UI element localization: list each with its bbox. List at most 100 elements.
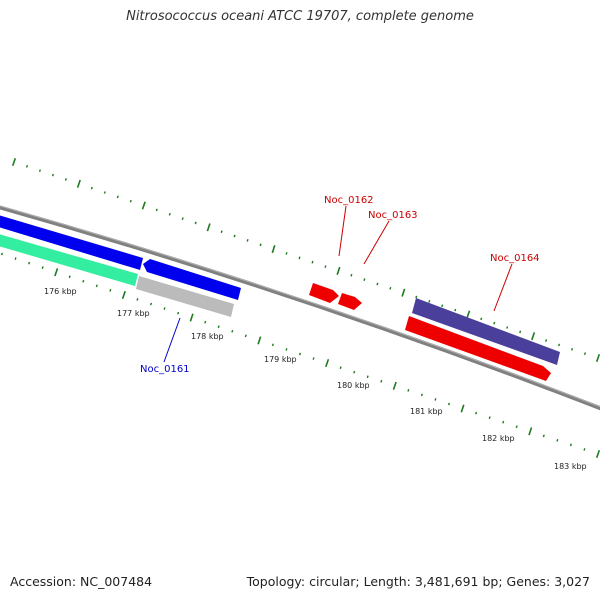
major-tick [257,336,262,345]
minor-tick [339,366,342,370]
major-tick [11,157,17,167]
cds-noc-0162[interactable] [309,283,339,303]
minor-tick [545,339,548,342]
minor-tick [519,330,522,334]
minor-tick [428,299,431,303]
major-tick [206,223,211,232]
minor-tick [556,438,559,442]
scale-label: 178 kbp [191,332,224,341]
minor-tick [244,334,247,338]
genome-summary-text: Topology: circular; Length: 3,481,691 bp… [246,574,590,589]
minor-tick [324,265,327,268]
minor-tick [38,169,41,173]
minor-tick [542,434,545,438]
minor-tick [441,304,444,308]
cds-blue-forward[interactable] [0,214,143,270]
minor-tick [246,239,249,242]
scale-labels: 176 kbp 177 kbp 178 kbp 179 kbp 180 kbp … [44,287,587,471]
major-tick [336,266,341,275]
minor-tick [129,199,132,203]
minor-tick [389,286,392,290]
inner-tick-ring [0,252,600,459]
scale-label: 177 kbp [117,309,150,318]
minor-tick [376,282,379,286]
scale-label: 182 kbp [482,434,515,443]
minor-tick [177,311,180,315]
minor-tick [420,393,423,397]
minor-tick [163,307,166,310]
minor-tick [311,260,314,264]
minor-tick [447,402,451,406]
minor-tick [220,230,223,234]
cds-teal[interactable] [0,233,138,286]
major-tick [528,427,533,436]
minor-tick [407,388,410,392]
minor-tick [82,279,85,283]
gene-label-leaders [163,205,513,363]
minor-tick [515,425,518,429]
minor-tick [109,288,112,292]
major-tick [189,313,194,322]
minor-tick [350,273,353,277]
minor-tick [415,295,418,299]
minor-tick [285,348,288,351]
cds-noc-0164-purple[interactable] [412,298,560,365]
major-tick [466,310,471,319]
minor-tick [149,302,153,306]
minor-tick [14,257,17,260]
minor-tick [583,448,586,451]
minor-tick [51,173,54,177]
minor-tick [583,352,587,356]
gene-label-noc-0161[interactable]: Noc_0161 [140,364,190,375]
genome-backbone [0,205,600,411]
gene-label-noc-0163[interactable]: Noc_0163 [368,210,418,221]
major-tick [271,245,276,254]
minor-tick [502,420,505,424]
minor-tick [64,178,67,181]
gene-label-noc-0164[interactable]: Noc_0164 [490,253,540,264]
scale-label: 176 kbp [44,287,77,296]
minor-tick [434,398,437,401]
cds-features [0,214,560,381]
minor-tick [136,298,139,301]
minor-tick [569,443,572,447]
major-tick [325,359,330,368]
minor-tick [271,343,274,347]
minor-tick [28,261,31,265]
minor-tick [233,234,236,238]
minor-tick [231,329,234,333]
major-tick [401,288,406,297]
minor-tick [103,191,106,194]
scale-label: 180 kbp [337,381,370,390]
leader-noc-0162 [338,205,347,257]
major-tick [531,332,536,341]
minor-tick [380,379,383,383]
minor-tick [41,266,44,270]
minor-tick [0,252,4,256]
scale-label: 183 kbp [554,462,587,471]
gene-labels: Noc_0161 Noc_0162 Noc_0163 Noc_0164 [140,195,540,375]
minor-tick [155,208,158,212]
cds-noc-0161[interactable] [136,276,234,317]
minor-tick [168,212,171,216]
minor-tick [454,308,457,312]
minor-tick [204,320,207,324]
minor-tick [25,164,29,168]
genome-backbone-highlight [0,205,600,408]
cds-noc-0164[interactable] [405,316,551,381]
major-tick [392,381,397,390]
scale-label: 179 kbp [264,355,297,364]
minor-tick [366,375,369,379]
major-tick [76,179,81,188]
gene-label-noc-0162[interactable]: Noc_0162 [324,195,374,206]
minor-tick [506,326,509,329]
major-tick [595,449,600,459]
minor-tick [353,370,356,374]
minor-tick [475,411,478,415]
minor-tick [571,347,574,351]
cds-noc-0163[interactable] [338,293,362,310]
minor-tick [488,416,491,420]
minor-tick [493,321,496,325]
cds-noc-0161-region-blue[interactable] [143,259,241,300]
